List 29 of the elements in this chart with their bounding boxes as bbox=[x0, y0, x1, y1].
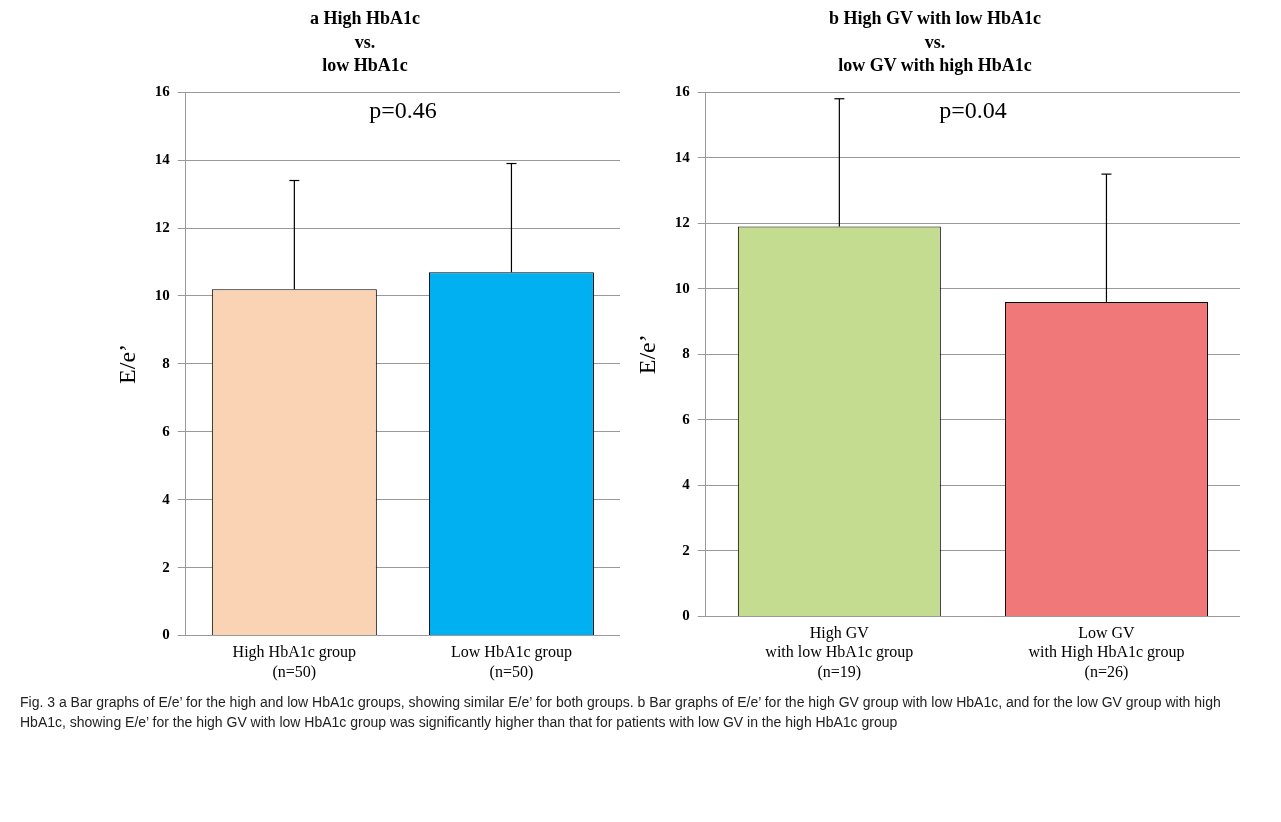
y-tick-label: 14 bbox=[154, 151, 171, 167]
y-tick-label: 4 bbox=[682, 476, 691, 493]
y-tick-label: 8 bbox=[682, 345, 690, 362]
x-tick-label: High HbA1c group (n=50) bbox=[232, 643, 357, 681]
x-tick-label: High GV with low HbA1c group (n=19) bbox=[765, 624, 914, 681]
y-tick-label: 10 bbox=[154, 286, 170, 303]
annotation: p=0.04 bbox=[939, 97, 1007, 124]
y-axis-title: E/e’ bbox=[633, 334, 660, 375]
y-tick-label: 0 bbox=[162, 626, 170, 643]
x-tick-label: Low GV with High HbA1c group (n=26) bbox=[1028, 624, 1185, 681]
y-tick-label: 4 bbox=[162, 490, 171, 507]
y-tick-label: 14 bbox=[674, 148, 691, 165]
y-axis-title: E/e’ bbox=[113, 343, 140, 384]
caption: Fig. 3 a Bar graphs of E/e’ for the high and low HbA1c groups, showing similar E/e’ for both groups. b Bar graphs of E/e’ for the high GV group with low HbA1c, and for the low GV group with high HbA1c, showing E/e’ for the high GV with low HbA1c group was significantly higher than that for patients with low GV in the high HbA1c group bbox=[20, 693, 1222, 732]
y-tick-label: 0 bbox=[682, 607, 690, 624]
y-tick-label: 12 bbox=[674, 214, 690, 231]
x-tick-label: Low HbA1c group (n=50) bbox=[451, 643, 572, 681]
annotation: p=0.46 bbox=[369, 97, 437, 124]
y-tick-label: 8 bbox=[162, 354, 170, 371]
chart-title: b High GV with low HbA1c vs. low GV with high HbA1c bbox=[828, 8, 1042, 76]
y-tick-label: 16 bbox=[674, 83, 691, 100]
chart-title: a High HbA1c vs. low HbA1c bbox=[309, 8, 421, 76]
y-tick-label: 2 bbox=[162, 558, 170, 575]
y-tick-label: 16 bbox=[154, 83, 171, 100]
y-tick-label: 10 bbox=[674, 279, 690, 296]
y-tick-label: 12 bbox=[154, 218, 170, 235]
y-tick-label: 2 bbox=[682, 541, 690, 558]
y-tick-label: 6 bbox=[162, 422, 171, 439]
y-tick-label: 6 bbox=[682, 410, 691, 427]
